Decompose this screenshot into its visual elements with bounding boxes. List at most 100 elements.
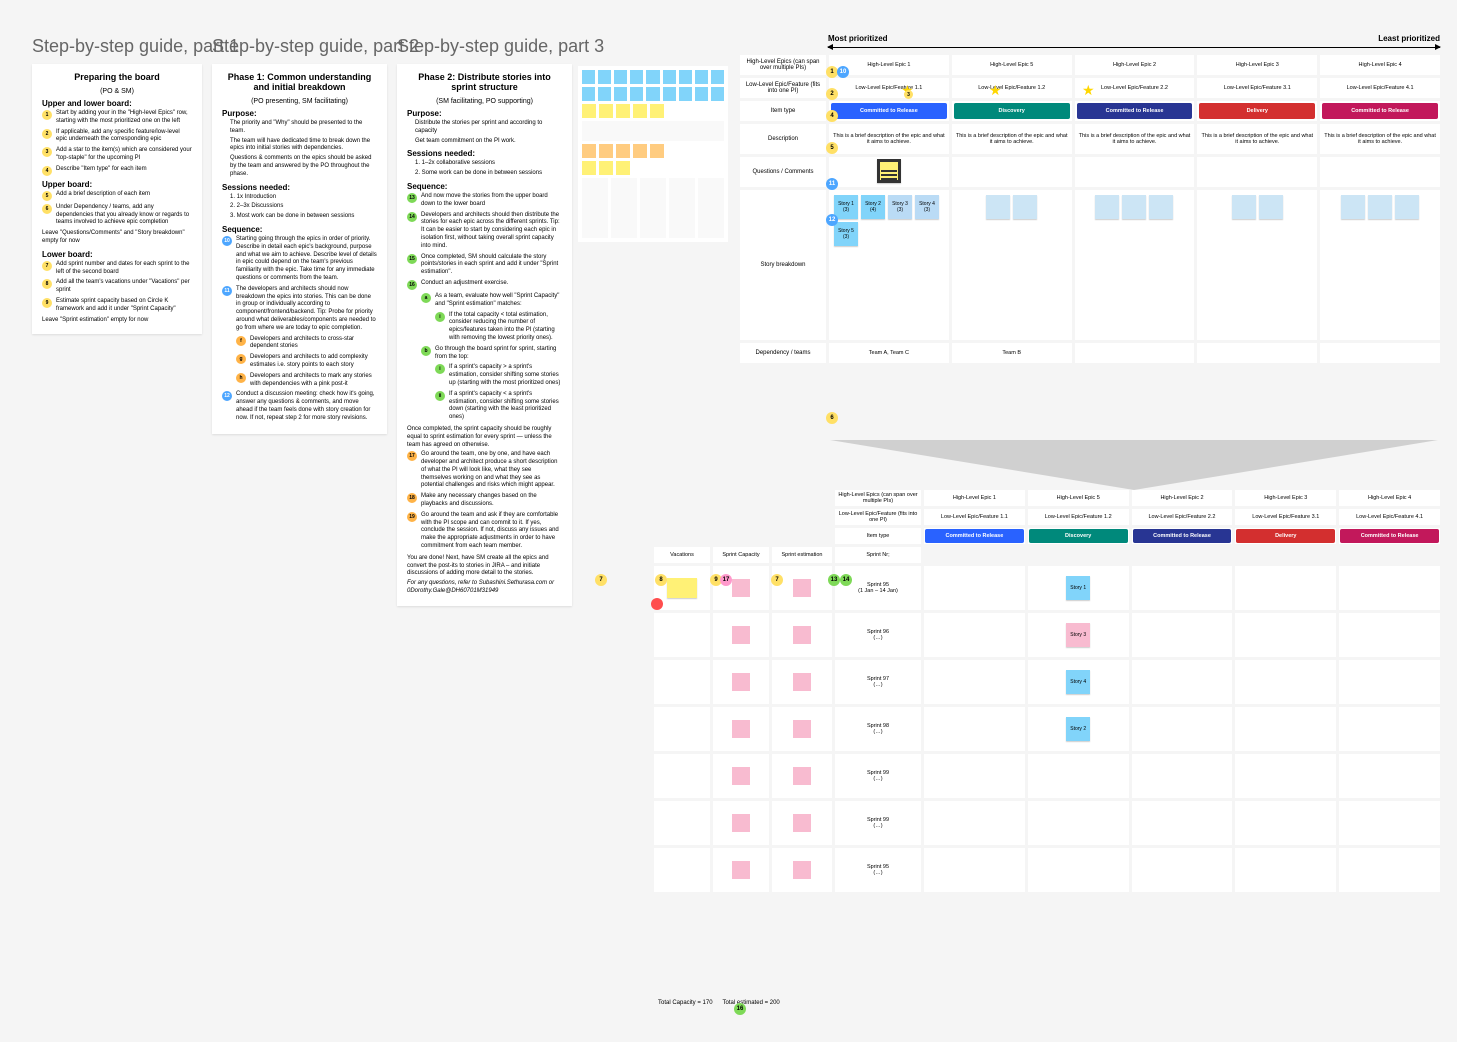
prio-arrow: [828, 47, 1440, 48]
ub-badge-2: 2: [826, 88, 838, 100]
upper-row-label: Story breakdown: [740, 190, 826, 340]
lb-badge-13: 13: [828, 574, 840, 586]
g2-sh: Sessions needed:: [222, 183, 377, 192]
upper-cell: [1320, 343, 1440, 363]
badge-7: 7: [42, 261, 52, 271]
upper-cell: [952, 190, 1072, 340]
badge-10: 10: [222, 236, 232, 246]
ub-badge-5: 5: [826, 142, 838, 154]
badge-1: 1: [42, 110, 52, 120]
upper-board: High-Level Epics (can span over multiple…: [740, 55, 1440, 363]
story-sticky[interactable]: Story 3 (3): [888, 195, 912, 219]
badge-18: 18: [407, 493, 417, 503]
g1-note2: Leave "Sprint estimation" empty for now: [42, 317, 192, 325]
badge-a: a: [421, 293, 431, 303]
lb-badge-16: 16: [734, 1003, 746, 1015]
star-2: ★: [989, 82, 1002, 99]
upper-cell: This is a brief description of the epic …: [829, 124, 949, 154]
badge-6: 6: [42, 204, 52, 214]
badge-5: 5: [42, 191, 52, 201]
ub-badge-10: 10: [837, 66, 849, 78]
upper-cell: This is a brief description of the epic …: [952, 124, 1072, 154]
lower-board: High-Level Epics (can span over multiple…: [595, 490, 1440, 892]
upper-cell: Low-Level Epic/Feature 1.1: [829, 78, 949, 98]
g1-sec1: Upper and lower board:: [42, 99, 192, 108]
upper-cell: [1197, 157, 1317, 187]
guide3-panel: Phase 2: Distribute stories into sprint …: [397, 64, 572, 606]
upper-cell: [1197, 343, 1317, 363]
guide2-title: Step-by-step guide, part 2: [212, 36, 419, 57]
badge-9: 9: [42, 298, 52, 308]
badge-h: h: [236, 373, 246, 383]
upper-cell: Story 1 (3)Story 2 (4)Story 3 (3)Story 4…: [829, 190, 949, 340]
story-sticky[interactable]: Story 5 (3): [834, 222, 858, 246]
badge-15: 15: [407, 254, 417, 264]
g1-sec3: Lower board:: [42, 250, 192, 259]
sprint-story[interactable]: Story 2: [1066, 717, 1090, 741]
star-badge-3: 3: [904, 90, 913, 99]
badge-f: f: [236, 336, 246, 346]
g3-heading: Phase 2: Distribute stories into sprint …: [407, 72, 562, 92]
g2-heading: Phase 1: Common understanding and initia…: [222, 72, 377, 92]
ub-badge-12b: 12: [826, 214, 838, 226]
badge-3: 3: [42, 147, 52, 157]
sprint-story[interactable]: Story 3: [1066, 623, 1090, 647]
g2-ph: Purpose:: [222, 109, 377, 118]
sprint-story[interactable]: Story 4: [1066, 670, 1090, 694]
story-sticky[interactable]: Story 4 (3): [915, 195, 939, 219]
upper-cell: Delivery: [1197, 101, 1317, 121]
badge-4: 4: [42, 166, 52, 176]
badge-17: 17: [407, 451, 417, 461]
guide3-title: Step-by-step guide, part 3: [397, 36, 604, 57]
totals: Total Capacity = 170 Total estimated = 2…: [658, 1000, 780, 1006]
upper-row-label: Low-Level Epic/Feature (fits into one PI…: [740, 78, 826, 98]
upper-cell: Committed to Release: [1320, 101, 1440, 121]
g3-sub: (SM facilitating, PO supporting): [407, 98, 562, 105]
g1-note1: Leave "Questions/Comments" and "Story br…: [42, 230, 192, 246]
upper-cell: High-Level Epic 5: [952, 55, 1072, 75]
upper-cell: [1320, 190, 1440, 340]
upper-row-label: Questions / Comments: [740, 157, 826, 187]
g2-seq: Sequence:: [222, 225, 377, 234]
ub-badge-6: 6: [826, 412, 838, 424]
badge-13: 13: [407, 193, 417, 203]
upper-cell: [1075, 190, 1195, 340]
upper-cell: [1075, 157, 1195, 187]
badge-b: b: [421, 346, 431, 356]
ub-badge-4: 4: [826, 110, 838, 122]
story-sticky[interactable]: Story 2 (4): [861, 195, 885, 219]
story-sticky[interactable]: Story 1 (3): [834, 195, 858, 219]
upper-cell: [952, 157, 1072, 187]
badge-2: 2: [42, 129, 52, 139]
upper-cell: [829, 157, 949, 187]
upper-cell: [1320, 157, 1440, 187]
guide1-panel: Preparing the board (PO & SM) Upper and …: [32, 64, 202, 334]
upper-cell: This is a brief description of the epic …: [1197, 124, 1317, 154]
upper-cell: This is a brief description of the epic …: [1075, 124, 1195, 154]
upper-cell: Team A, Team C: [829, 343, 949, 363]
g1-sub: (PO & SM): [42, 88, 192, 95]
badge-19: 19: [407, 512, 417, 522]
upper-cell: High-Level Epic 4: [1320, 55, 1440, 75]
lb-badge-red: [651, 598, 663, 610]
g1-sec2: Upper board:: [42, 180, 192, 189]
lb-badge-7b: 7: [771, 574, 783, 586]
upper-cell: Committed to Release: [1075, 101, 1195, 121]
upper-cell: [1197, 190, 1317, 340]
lb-badge-17: 17: [720, 574, 732, 586]
sprint-story[interactable]: Story 1: [1066, 576, 1090, 600]
ub-badge-11b: 11: [826, 178, 838, 190]
upper-cell: Low-Level Epic/Feature 3.1: [1197, 78, 1317, 98]
least-prio: Least prioritized: [1378, 34, 1440, 43]
mini-upper: [578, 66, 728, 242]
upper-cell: Team B: [952, 343, 1072, 363]
upper-cell: Committed to Release: [829, 101, 949, 121]
badge-8: 8: [42, 279, 52, 289]
lb-badge-14: 14: [840, 574, 852, 586]
lb-badge-7: 7: [595, 574, 607, 586]
badge-14: 14: [407, 212, 417, 222]
upper-row-label: Description: [740, 124, 826, 154]
upper-cell: [1075, 343, 1195, 363]
guide1-title: Step-by-step guide, part 1: [32, 36, 239, 57]
upper-cell: Discovery: [952, 101, 1072, 121]
